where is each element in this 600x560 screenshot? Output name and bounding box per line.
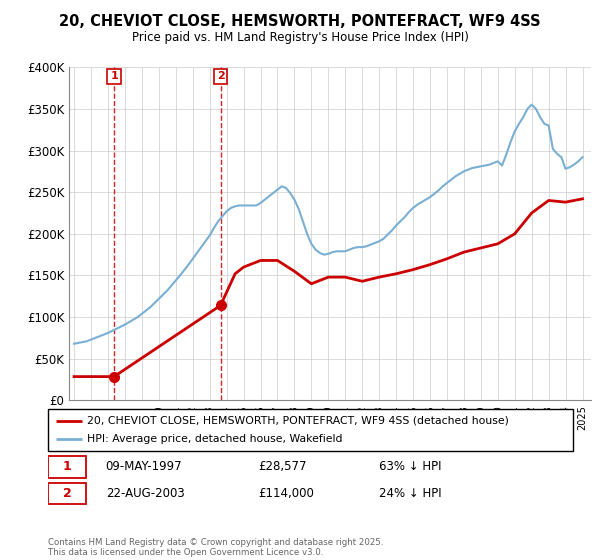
FancyBboxPatch shape <box>48 409 573 451</box>
Text: 09-MAY-1997: 09-MAY-1997 <box>106 460 182 473</box>
Text: HPI: Average price, detached house, Wakefield: HPI: Average price, detached house, Wake… <box>88 434 343 444</box>
Text: 2: 2 <box>217 71 224 81</box>
Text: £114,000: £114,000 <box>258 487 314 500</box>
Text: 63% ↓ HPI: 63% ↓ HPI <box>379 460 441 473</box>
Text: £28,577: £28,577 <box>258 460 307 473</box>
Text: 20, CHEVIOT CLOSE, HEMSWORTH, PONTEFRACT, WF9 4SS: 20, CHEVIOT CLOSE, HEMSWORTH, PONTEFRACT… <box>59 14 541 29</box>
FancyBboxPatch shape <box>48 483 86 504</box>
Text: 2: 2 <box>62 487 71 500</box>
Text: 24% ↓ HPI: 24% ↓ HPI <box>379 487 442 500</box>
Text: 20, CHEVIOT CLOSE, HEMSWORTH, PONTEFRACT, WF9 4SS (detached house): 20, CHEVIOT CLOSE, HEMSWORTH, PONTEFRACT… <box>88 416 509 426</box>
Text: 1: 1 <box>110 71 118 81</box>
Text: 22-AUG-2003: 22-AUG-2003 <box>106 487 185 500</box>
Text: Contains HM Land Registry data © Crown copyright and database right 2025.
This d: Contains HM Land Registry data © Crown c… <box>48 538 383 557</box>
FancyBboxPatch shape <box>48 456 86 478</box>
Text: Price paid vs. HM Land Registry's House Price Index (HPI): Price paid vs. HM Land Registry's House … <box>131 31 469 44</box>
Text: 1: 1 <box>62 460 71 473</box>
